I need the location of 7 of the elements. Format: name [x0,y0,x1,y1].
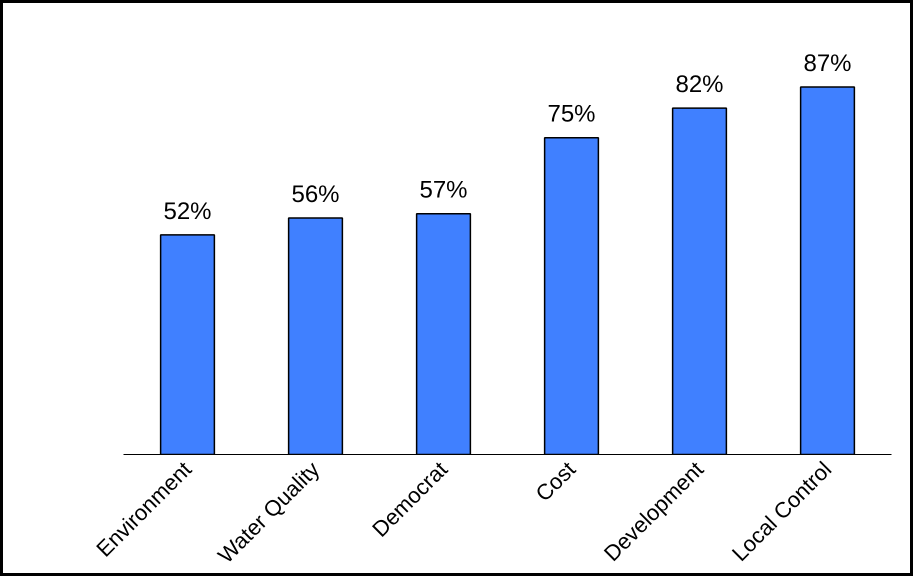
x-tick-label: Cost [530,456,580,506]
data-label: 57% [419,176,468,204]
data-label: 75% [547,100,596,128]
data-label: 56% [291,180,340,208]
data-label: 52% [163,198,212,225]
data-label: 87% [803,50,852,77]
data-label: 82% [675,71,724,98]
